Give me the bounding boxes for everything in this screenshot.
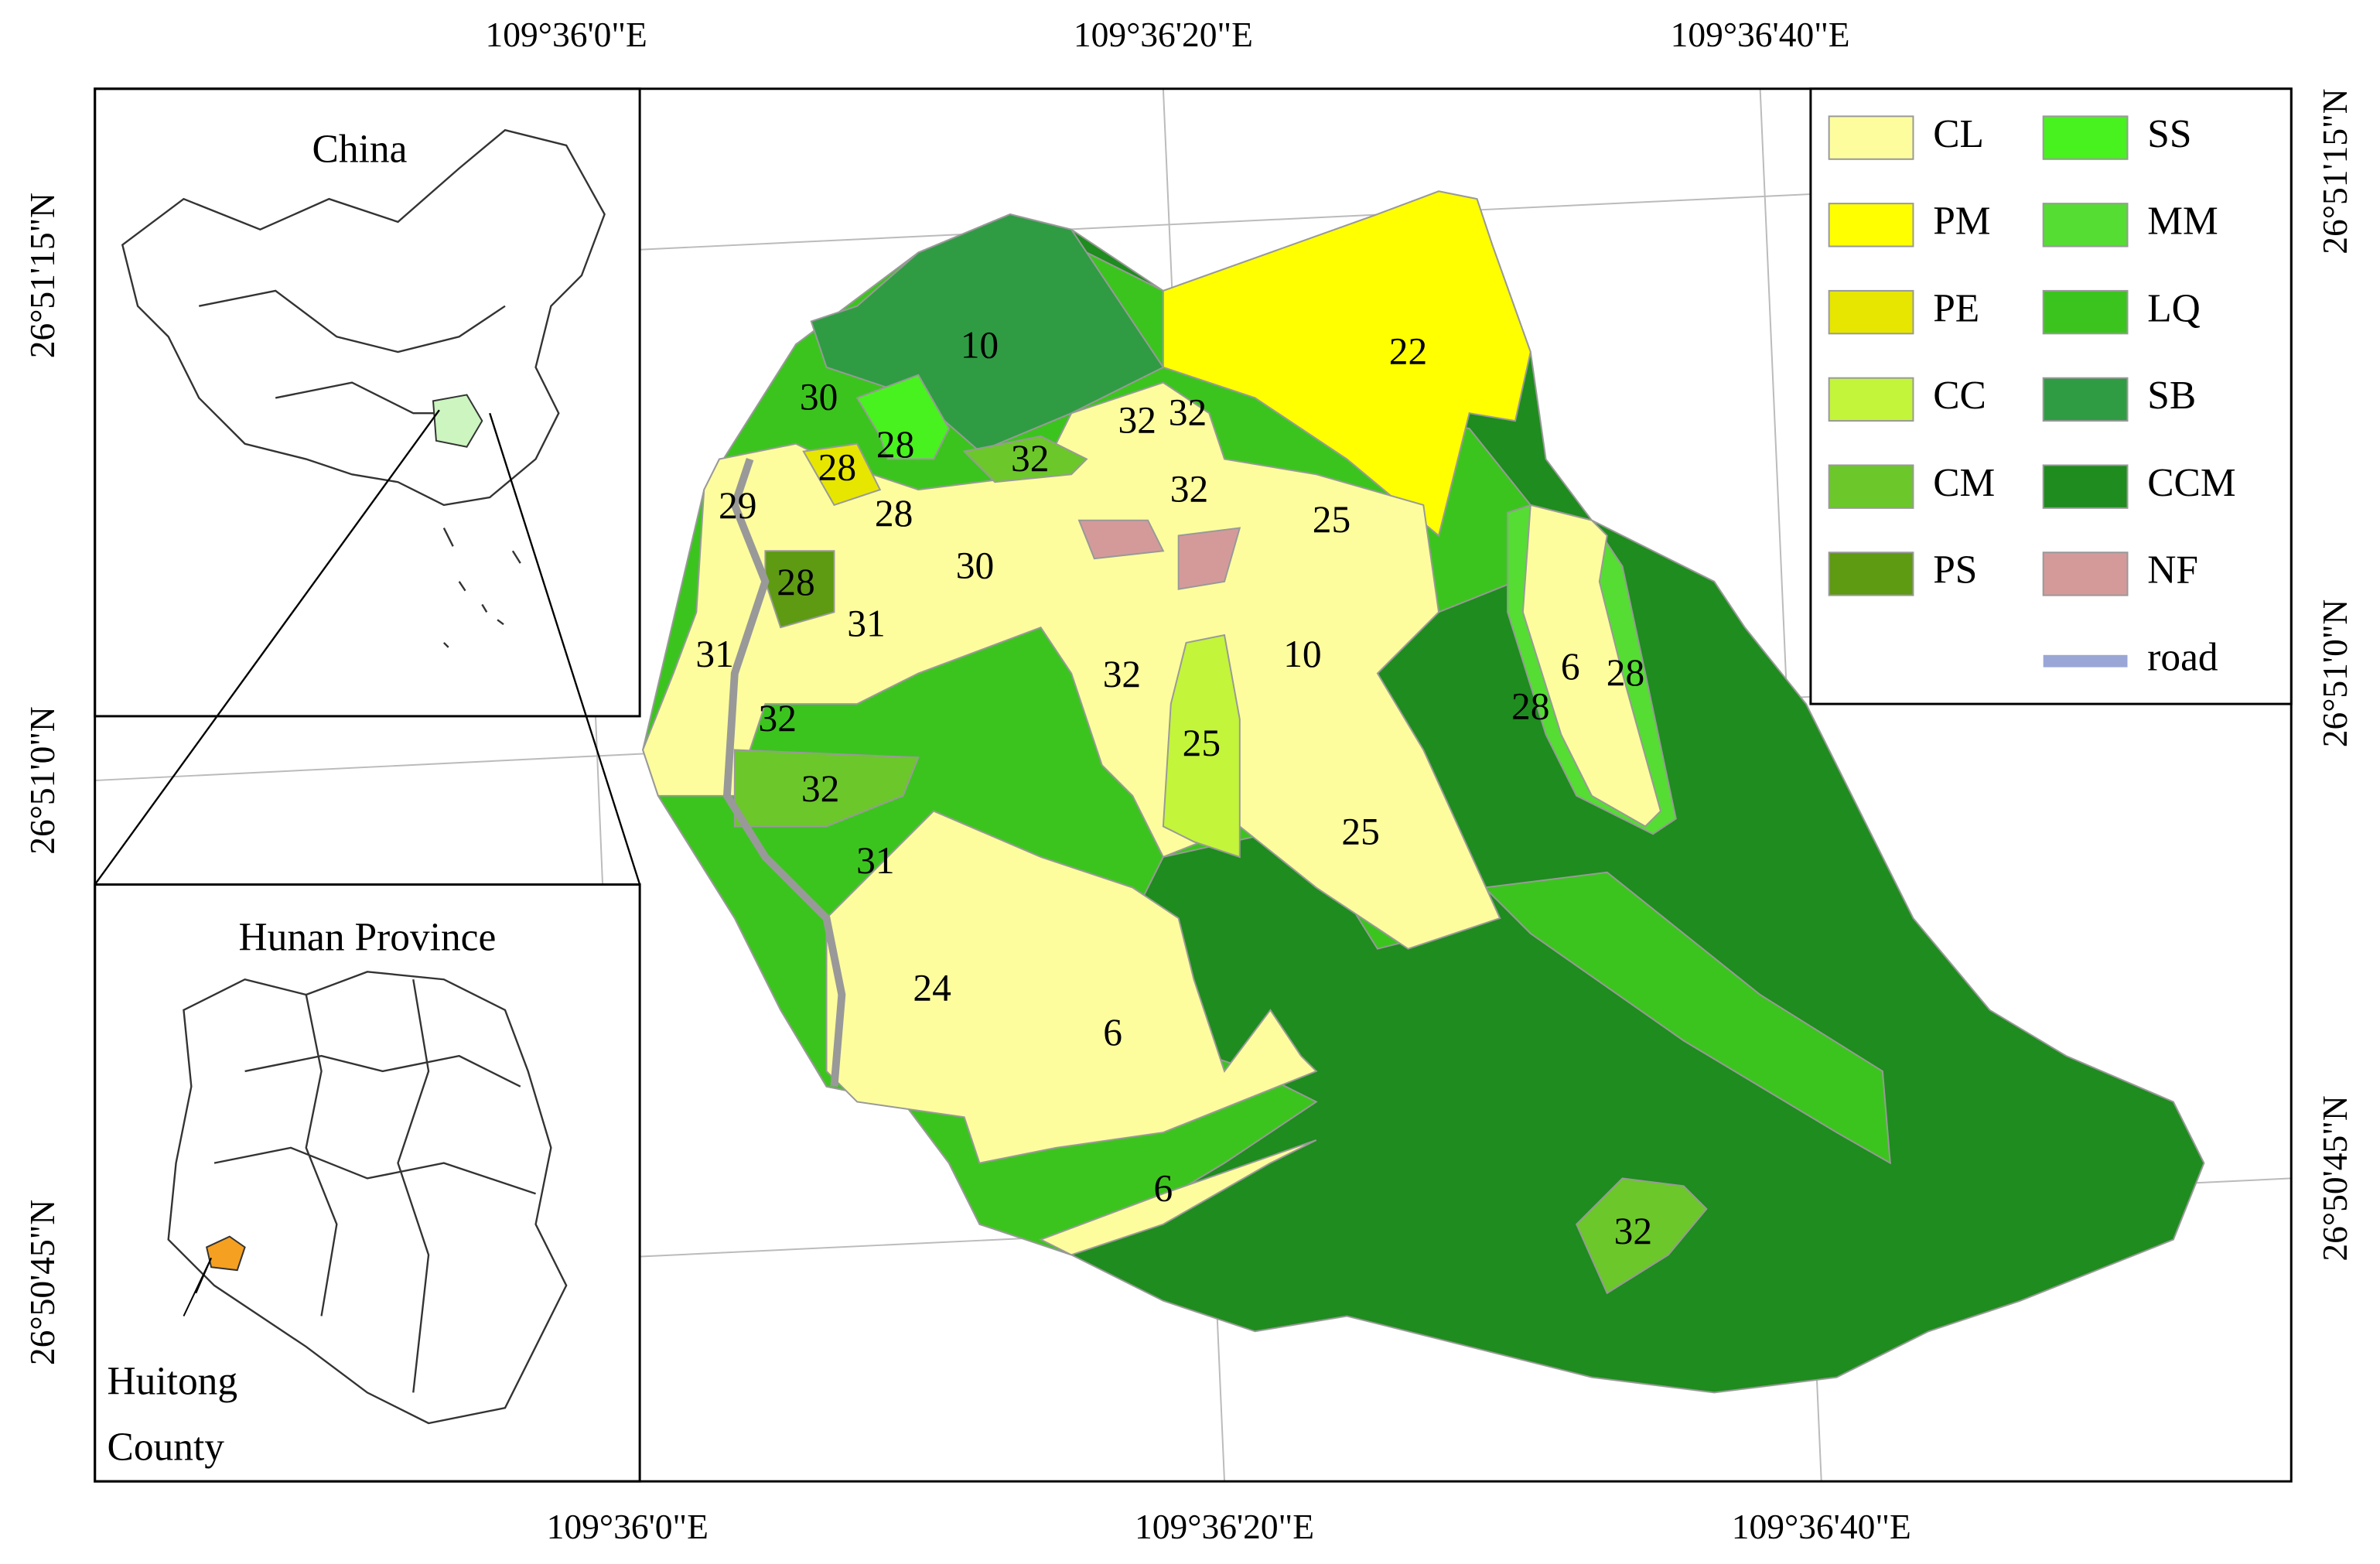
legend-swatch xyxy=(1828,115,1914,160)
region-label: 10 xyxy=(1283,633,1321,675)
legend-swatch xyxy=(2042,377,2129,422)
region-label: 6 xyxy=(1561,645,1580,688)
lat-label: 26°51'15"N xyxy=(2315,88,2354,254)
lat-label: 26°51'0"N xyxy=(22,706,62,855)
region-label: 10 xyxy=(961,323,999,366)
lon-label: 109°36'40"E xyxy=(1732,1507,1911,1546)
legend-label: CCM xyxy=(2147,461,2235,505)
legend-label: CC xyxy=(1933,374,1986,418)
region-label: 28 xyxy=(876,423,914,466)
legend-swatch xyxy=(1828,551,1914,596)
legend-label: NF xyxy=(2147,548,2198,592)
map-frame xyxy=(94,87,2293,1483)
legend-label: MM xyxy=(2147,200,2218,244)
inset-title: China xyxy=(312,128,408,172)
region-label: 30 xyxy=(956,544,994,586)
legend-label: CL xyxy=(1933,112,1984,156)
region-label: 32 xyxy=(1118,398,1156,441)
legend-label: PE xyxy=(1933,286,1979,330)
region-label: 30 xyxy=(800,376,838,418)
region-label: 31 xyxy=(856,839,894,882)
lon-label: 109°36'40"E xyxy=(1671,15,1850,54)
region-label: 25 xyxy=(1313,498,1350,541)
region-label: 28 xyxy=(1511,685,1549,727)
region-labels: 10 22 30 32 32 28 28 32 32 29 28 25 30 2… xyxy=(695,323,1652,1252)
legend-label: CM xyxy=(1933,461,1995,505)
region-label: 28 xyxy=(1607,651,1644,694)
region-label: 32 xyxy=(801,767,839,810)
region-label: 6 xyxy=(1103,1011,1122,1053)
county-label: County xyxy=(108,1425,225,1469)
lat-label: 26°50'45"N xyxy=(22,1200,62,1365)
land-cover-map xyxy=(642,190,2205,1394)
legend-swatch xyxy=(2042,551,2129,596)
legend-swatch xyxy=(2043,654,2128,668)
lon-label: 109°36'20"E xyxy=(1135,1507,1314,1546)
region-label: 22 xyxy=(1389,330,1427,372)
legend-label: road xyxy=(2147,636,2218,680)
region-label: 32 xyxy=(1011,437,1049,480)
legend-swatch xyxy=(2042,289,2129,335)
legend-swatch xyxy=(1828,464,1914,509)
region-label: 28 xyxy=(777,561,814,603)
axis-labels: 109°36'0"E 109°36'20"E 109°36'40"E 109°3… xyxy=(22,15,2354,1546)
inset-connectors xyxy=(94,409,641,886)
region-label: 32 xyxy=(1614,1210,1652,1252)
region-label: 25 xyxy=(1183,722,1221,764)
legend-label: SS xyxy=(2147,112,2191,156)
lat-label: 26°51'0"N xyxy=(2315,599,2354,748)
region-label: 6 xyxy=(1154,1167,1173,1210)
lon-label: 109°36'0"E xyxy=(547,1507,709,1546)
region-label: 28 xyxy=(875,492,913,534)
lon-label: 109°36'0"E xyxy=(486,15,647,54)
legend-label: PM xyxy=(1933,200,1990,244)
legend-swatch xyxy=(1828,203,1914,248)
legend-label: LQ xyxy=(2147,286,2201,330)
lon-label: 109°36'20"E xyxy=(1074,15,1253,54)
lat-label: 26°50'45"N xyxy=(2315,1095,2354,1261)
region-label: 28 xyxy=(818,446,856,489)
hunan-inset: Hunan Province Huitong County xyxy=(94,883,641,1483)
county-label: Huitong xyxy=(108,1359,238,1403)
legend: CL PM PE CC CM PS SS MM LQ SB CCM NF road xyxy=(1809,87,2293,705)
lat-label: 26°51'15"N xyxy=(22,193,62,358)
road xyxy=(722,457,846,1088)
region-label: 32 xyxy=(1103,653,1141,695)
legend-swatch xyxy=(1828,377,1914,422)
legend-label: SB xyxy=(2147,374,2196,418)
legend-swatch xyxy=(2042,464,2129,509)
region-label: 31 xyxy=(847,603,885,645)
legend-swatch xyxy=(1828,289,1914,335)
legend-label: PS xyxy=(1933,548,1977,592)
inset-title: Hunan Province xyxy=(238,916,496,960)
region-label: 24 xyxy=(913,966,951,1009)
region-label: 32 xyxy=(758,697,796,739)
china-inset: China xyxy=(94,87,641,718)
region-label: 31 xyxy=(695,633,733,675)
region-label: 32 xyxy=(1169,391,1207,433)
region-label: 32 xyxy=(1170,467,1208,510)
region-label: 25 xyxy=(1341,811,1379,853)
legend-swatch xyxy=(2042,203,2129,248)
legend-swatch xyxy=(2042,115,2129,160)
region-label: 29 xyxy=(719,484,756,527)
